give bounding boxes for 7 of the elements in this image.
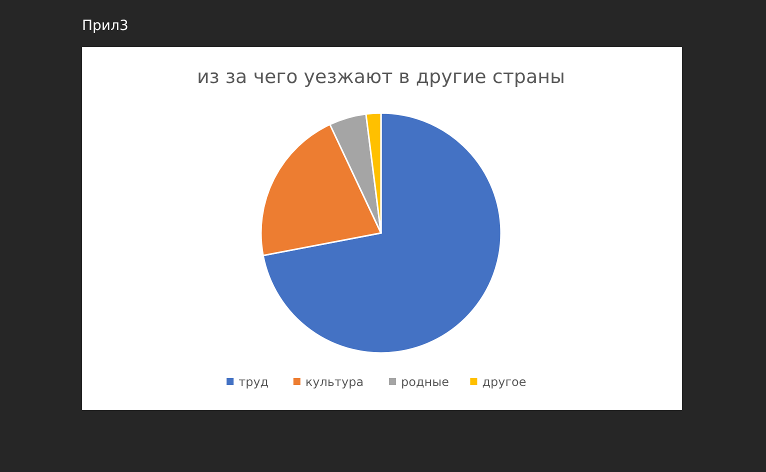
- pie-slice: [262, 112, 502, 354]
- text: Прил3: [82, 18, 128, 34]
- legend-label: культура: [305, 375, 364, 389]
- legend-label: родные: [401, 375, 449, 389]
- legend-label: труд: [238, 375, 269, 389]
- chart-title: из за чего уезжают в другие страны: [196, 66, 566, 88]
- legend-label: другое: [482, 375, 526, 389]
